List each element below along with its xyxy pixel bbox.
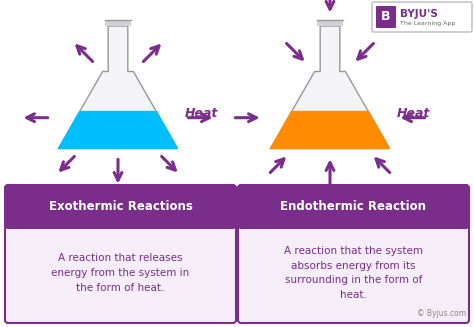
Text: B: B (381, 10, 391, 24)
Text: Exothermic Reactions: Exothermic Reactions (48, 200, 192, 214)
FancyBboxPatch shape (5, 185, 236, 323)
Text: A reaction that the system
absorbs energy from its
surrounding in the form of
he: A reaction that the system absorbs energ… (284, 246, 423, 300)
Bar (317, 20, 343, 26)
FancyBboxPatch shape (5, 185, 236, 229)
Text: Heat: Heat (184, 107, 218, 120)
FancyBboxPatch shape (376, 6, 396, 28)
Polygon shape (271, 26, 390, 148)
Text: © Byjus.com: © Byjus.com (417, 309, 466, 318)
Text: Heat: Heat (396, 107, 430, 120)
Text: The Learning App: The Learning App (400, 22, 456, 26)
Polygon shape (58, 26, 177, 148)
FancyBboxPatch shape (372, 2, 472, 32)
Text: A reaction that releases
energy from the system in
the form of heat.: A reaction that releases energy from the… (51, 253, 190, 293)
Text: BYJU'S: BYJU'S (400, 9, 438, 19)
FancyBboxPatch shape (238, 185, 469, 323)
Polygon shape (58, 112, 177, 148)
Polygon shape (271, 112, 390, 148)
Bar (105, 20, 131, 26)
FancyBboxPatch shape (238, 185, 469, 229)
Text: Endothermic Reaction: Endothermic Reaction (281, 200, 427, 214)
